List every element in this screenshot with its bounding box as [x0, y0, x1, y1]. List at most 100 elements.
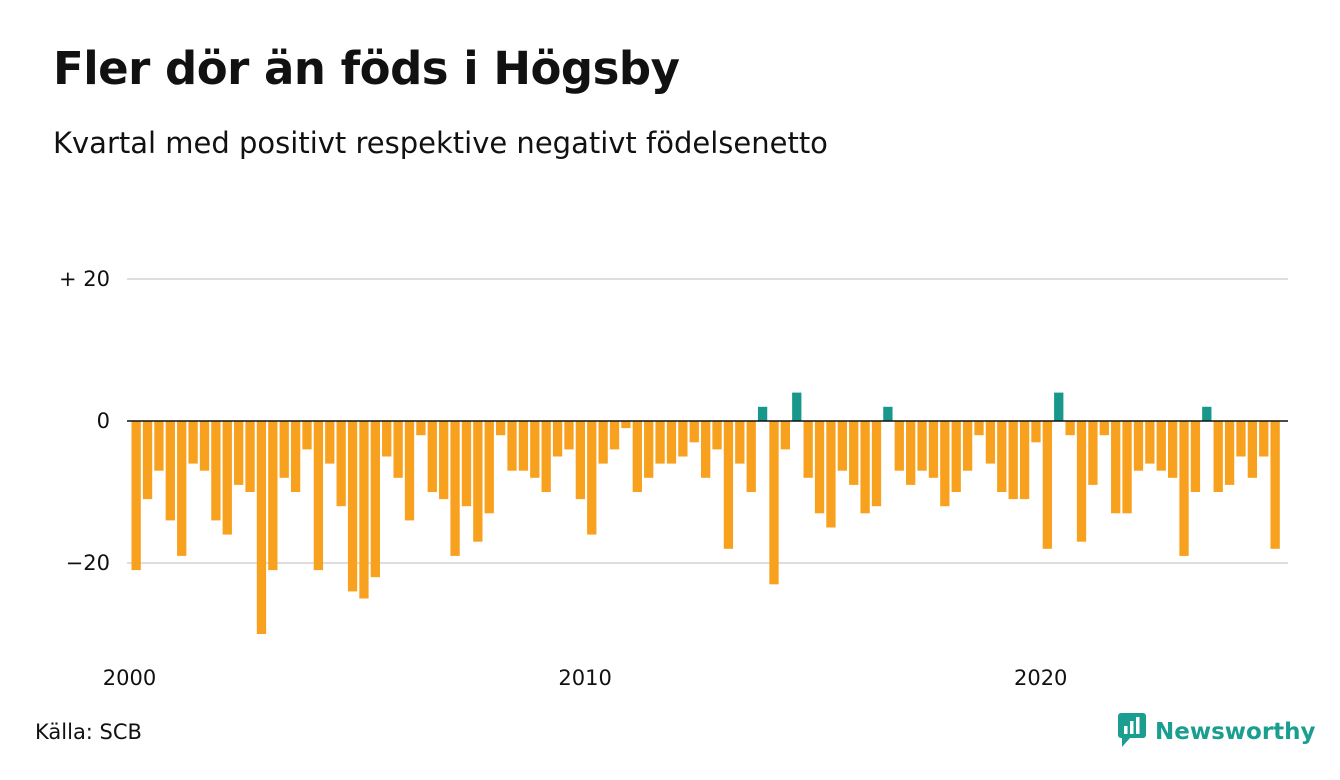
bar-negative	[450, 421, 460, 556]
bar-positive	[883, 406, 893, 421]
bar-negative	[1224, 421, 1235, 485]
bar-negative	[632, 421, 642, 492]
bar-negative	[1065, 421, 1075, 436]
bar-negative	[313, 421, 324, 571]
bar-negative	[906, 421, 916, 485]
y-tick-label: 0	[97, 409, 110, 433]
x-tick-label: 2010	[558, 666, 611, 690]
bar-negative	[177, 421, 187, 556]
bar-negative	[541, 421, 551, 492]
bar-negative	[803, 421, 813, 478]
bar-negative	[393, 421, 403, 478]
bar-negative	[678, 421, 688, 457]
bar-negative	[1088, 421, 1098, 485]
bar-negative	[655, 421, 665, 464]
bar-negative	[1259, 421, 1269, 457]
bar-negative	[211, 421, 221, 521]
bar-negative	[1190, 421, 1201, 492]
bar-negative	[1133, 421, 1144, 471]
bar-negative	[666, 421, 677, 464]
bar-negative	[826, 421, 836, 528]
bar-negative	[473, 421, 483, 542]
bar-negative	[644, 421, 654, 478]
bar-negative	[165, 421, 175, 521]
bar-negative	[302, 421, 312, 450]
bar-negative	[940, 421, 950, 507]
y-axis-tick-labels: + 20 0 −20	[59, 267, 110, 575]
bar-negative	[325, 421, 335, 464]
bar-negative	[780, 421, 791, 450]
bar-negative	[1099, 421, 1109, 436]
bar-negative	[279, 421, 289, 478]
bar-negative	[1076, 421, 1087, 542]
bar-negative	[290, 421, 301, 492]
bar-negative	[871, 421, 882, 507]
y-tick-label: + 20	[59, 267, 110, 291]
x-tick-label: 2000	[103, 666, 156, 690]
bar-negative	[1270, 421, 1280, 549]
bar-negative	[701, 421, 711, 478]
bar-positive	[1054, 392, 1064, 421]
bar-negative	[507, 421, 517, 471]
bar-negative	[1111, 421, 1121, 514]
bar-negative	[518, 421, 529, 471]
bar-negative	[1179, 421, 1189, 556]
bar-negative	[382, 421, 392, 457]
bar-negative	[1145, 421, 1155, 464]
bar-negative	[1156, 421, 1166, 471]
brand-name: Newsworthy	[1155, 719, 1316, 745]
brand-logo: Newsworthy	[1117, 712, 1316, 752]
bar-negative	[552, 421, 563, 457]
bar-negative	[951, 421, 961, 492]
bar-negative	[1031, 421, 1041, 443]
bar-negative	[917, 421, 927, 471]
bar-negative	[427, 421, 437, 492]
bar-negative	[837, 421, 847, 471]
bar-negative	[746, 421, 756, 492]
bar-negative	[370, 421, 380, 578]
bar-negative	[154, 421, 164, 471]
bar-negative	[530, 421, 540, 478]
bar-negative	[1019, 421, 1030, 500]
bar-negative	[564, 421, 574, 450]
bar-negative	[689, 421, 699, 443]
bar-negative	[495, 421, 506, 436]
bar-negative	[609, 421, 620, 450]
newsworthy-logo-icon	[1117, 712, 1147, 752]
y-tick-label: −20	[66, 551, 110, 575]
bar-negative	[712, 421, 722, 450]
bar-negative	[1247, 421, 1258, 478]
bar-negative	[621, 421, 631, 429]
bar-negative	[256, 421, 267, 634]
bar-positive	[792, 392, 802, 421]
bar-negative	[962, 421, 973, 471]
bar-negative	[598, 421, 608, 464]
chart-title: Fler dör än föds i Högsby	[53, 42, 680, 95]
bar-negative	[461, 421, 472, 507]
bar-negative	[142, 421, 153, 500]
bar-positive	[1202, 406, 1212, 421]
bar-negative	[131, 421, 141, 571]
bar-negative	[188, 421, 198, 464]
bar-negative	[222, 421, 232, 535]
bar-negative	[199, 421, 210, 471]
bar-negative	[723, 421, 734, 549]
x-tick-label: 2020	[1014, 666, 1067, 690]
bar-negative	[974, 421, 984, 436]
bar-negative	[985, 421, 996, 464]
bar-negative	[769, 421, 779, 585]
bar-negative	[735, 421, 745, 464]
bar-negative	[894, 421, 904, 471]
bar-chart: + 20 0 −20 2000 2010 2020	[59, 267, 1288, 690]
chart-subtitle: Kvartal med positivt respektive negativt…	[53, 126, 828, 160]
bar-negative	[268, 421, 278, 571]
x-axis-tick-labels: 2000 2010 2020	[103, 666, 1068, 690]
bar-negative	[1213, 421, 1223, 492]
bar-negative	[928, 421, 939, 478]
bar-negative	[1236, 421, 1246, 457]
bar-negative	[484, 421, 494, 514]
bar-negative	[1008, 421, 1018, 500]
bar-negative	[359, 421, 369, 599]
bar-positive	[757, 406, 768, 421]
bars	[131, 392, 1280, 634]
